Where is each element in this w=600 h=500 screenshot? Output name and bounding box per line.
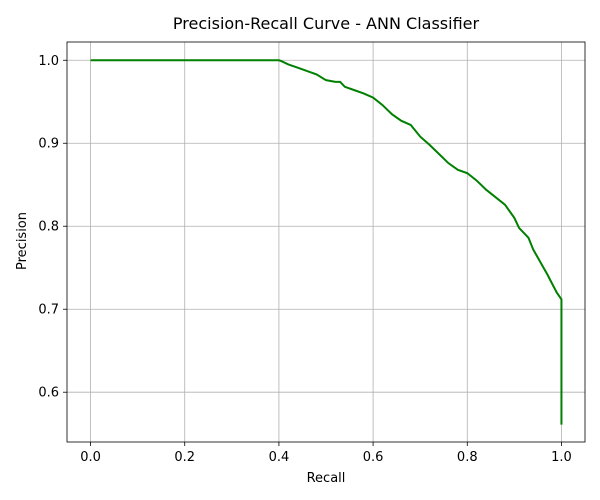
x-axis-label: Recall bbox=[307, 471, 346, 486]
y-axis-label: Precision bbox=[15, 212, 30, 270]
pr-curve-line bbox=[90, 59, 563, 425]
x-grid-lines bbox=[90, 42, 562, 442]
series-layer bbox=[90, 59, 563, 425]
x-tick-label: 0.0 bbox=[80, 450, 101, 465]
y-tick-label: 0.6 bbox=[38, 386, 59, 401]
x-axis-ticks: 0.0 0.2 0.4 0.6 0.8 1.0 bbox=[80, 442, 572, 465]
x-tick-label: 0.6 bbox=[363, 450, 384, 465]
axes-frame bbox=[66, 41, 586, 443]
y-tick-label: 0.7 bbox=[38, 303, 59, 318]
x-tick-label: 1.0 bbox=[551, 450, 572, 465]
chart-title: Precision-Recall Curve - ANN Classifier bbox=[173, 14, 480, 33]
x-tick-label: 0.4 bbox=[269, 450, 290, 465]
y-grid-lines bbox=[67, 59, 585, 393]
x-tick-label: 0.8 bbox=[457, 450, 478, 465]
x-tick-label: 0.2 bbox=[174, 450, 195, 465]
y-tick-label: 0.8 bbox=[38, 220, 59, 235]
y-axis-ticks: 0.6 0.7 0.8 0.9 1.0 bbox=[38, 54, 67, 401]
y-tick-label: 0.9 bbox=[38, 137, 59, 152]
y-tick-label: 1.0 bbox=[38, 54, 59, 69]
